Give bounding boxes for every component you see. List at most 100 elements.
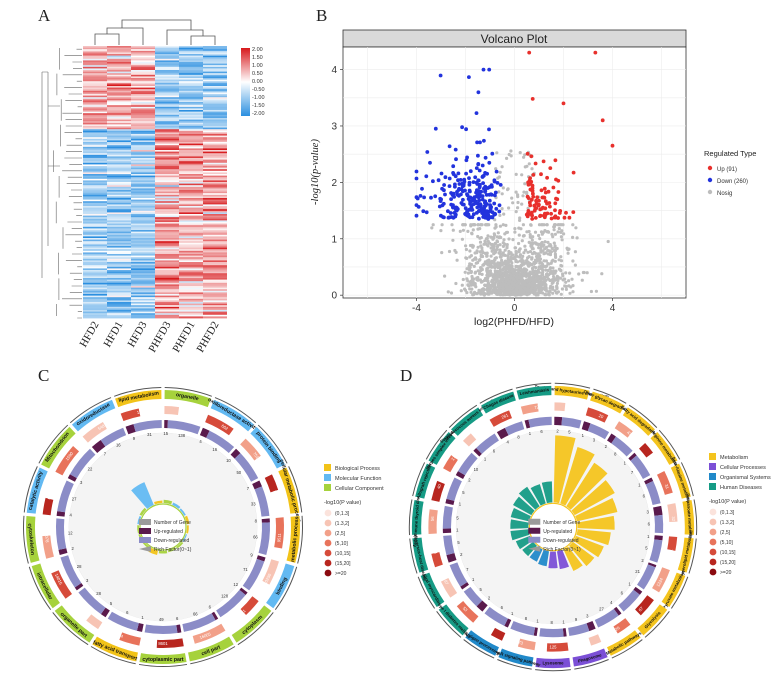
heatmap-cell: [107, 65, 131, 68]
point-nosig: [498, 293, 502, 297]
up-regulated-bar: [67, 474, 77, 482]
up-count-label: 7: [104, 452, 107, 457]
heatmap-cell: [131, 295, 155, 298]
point-up: [530, 186, 535, 191]
heatmap-cell: [179, 281, 203, 284]
heatmap-cell: [179, 146, 203, 149]
category-band: [54, 605, 95, 643]
heatmap-cell: [83, 100, 107, 103]
point-nosig: [555, 281, 560, 285]
inner-legend-label: Up-regulated: [543, 529, 572, 535]
point-down: [474, 194, 479, 199]
scale-arc: [554, 382, 591, 389]
heatmap-cell: [131, 263, 155, 266]
heatmap-cell: [179, 308, 203, 311]
heatmap-cell: [107, 204, 131, 207]
heatmap-cell: [83, 306, 107, 309]
down-regulated-bar: [258, 522, 270, 556]
heatmap-cell: [203, 86, 227, 88]
heatmap-cell: [83, 111, 107, 114]
heatmap-cell: [83, 257, 107, 260]
heatmap-cell: [131, 146, 155, 149]
up-regulated-bar: [504, 618, 512, 628]
heatmap-cell: [155, 122, 179, 125]
gene-count-label: 10250: [263, 572, 273, 585]
heatmap-cell: [131, 121, 155, 124]
heatmap-cell: [107, 156, 131, 159]
heatmap-cell: [131, 316, 155, 319]
heatmap-cell: [203, 150, 227, 152]
gene-count-label: 8116: [272, 490, 279, 501]
heatmap-cell: [179, 63, 203, 66]
point-down: [414, 213, 419, 218]
heatmap-panel: HFD2 HFD1 HFD3PHFD3PHFD1PHFD22.001.501.000…: [41, 19, 265, 355]
y-tick-label: 0: [331, 291, 337, 302]
up-regulated-bar: [74, 583, 84, 591]
heatmap-cell: [83, 242, 107, 245]
gene-count-label: 87: [443, 579, 450, 586]
point-nosig: [516, 206, 520, 210]
heatmap-cell: [131, 302, 155, 304]
heatmap-cell: [131, 180, 155, 183]
point-down: [438, 73, 443, 78]
point-nosig: [493, 271, 497, 275]
rich-factor-bar: [571, 480, 615, 516]
heatmap-cell: [155, 249, 179, 252]
point-nosig: [514, 172, 518, 176]
heatmap-cell: [155, 286, 179, 288]
heatmap-cell: [107, 234, 131, 237]
point-nosig: [473, 290, 477, 294]
heatmap-cell: [203, 215, 227, 218]
heatmap-cell: [107, 71, 131, 74]
heatmap-cell: [203, 252, 227, 255]
legend-swatch: [139, 519, 151, 525]
heatmap-cell: [179, 250, 203, 253]
heatmap-cell: [83, 241, 107, 244]
heatmap-cell: [179, 81, 203, 84]
point-down: [498, 183, 503, 187]
heatmap-cell: [83, 313, 107, 316]
gene-count-label: 40: [436, 483, 442, 490]
point-down: [443, 192, 447, 197]
heatmap-cell: [203, 313, 227, 316]
category-band: [498, 648, 534, 667]
heatmap-cell: [203, 89, 227, 92]
point-nosig: [548, 290, 552, 294]
point-nosig: [544, 259, 549, 263]
point-up: [525, 194, 530, 199]
heatmap-cell: [83, 204, 107, 207]
heatmap-cell: [203, 164, 227, 167]
up-count-label: 1: [459, 502, 462, 507]
heatmap-cell: [179, 95, 203, 98]
heatmap-cell: [179, 97, 203, 100]
category-label: Human Diseases: [720, 485, 762, 491]
heatmap-cell: [131, 119, 155, 122]
heatmap-cell: [107, 183, 131, 186]
heatmap-cell: [107, 206, 131, 208]
heatmap-cell: [179, 311, 203, 314]
heatmap-cell: [107, 239, 131, 242]
point-nosig: [492, 275, 497, 279]
heatmap-cell: [179, 65, 203, 68]
point-nosig: [495, 290, 499, 294]
heatmap-cell: [203, 311, 227, 314]
gene-count-label: 9421: [236, 608, 247, 618]
down-count-label: 6: [501, 605, 504, 610]
heatmap-cell: [179, 100, 203, 103]
point-nosig: [498, 248, 502, 252]
heatmap-cell: [131, 174, 155, 176]
heatmap-cell: [131, 105, 155, 108]
up-count-label: 3: [80, 480, 83, 485]
point-nosig: [478, 223, 483, 227]
gene-number-bar: [262, 559, 279, 585]
heatmap-cell: [203, 97, 227, 100]
point-down: [480, 163, 485, 168]
pval-swatch: [324, 549, 332, 557]
heatmap-cell: [83, 167, 107, 170]
heatmap-cell: [179, 260, 203, 263]
heatmap-cell: [107, 250, 131, 253]
heatmap-cell: [203, 260, 227, 263]
point-nosig: [495, 151, 499, 155]
heatmap-cell: [155, 169, 179, 172]
down-count-label: 8: [525, 616, 528, 621]
